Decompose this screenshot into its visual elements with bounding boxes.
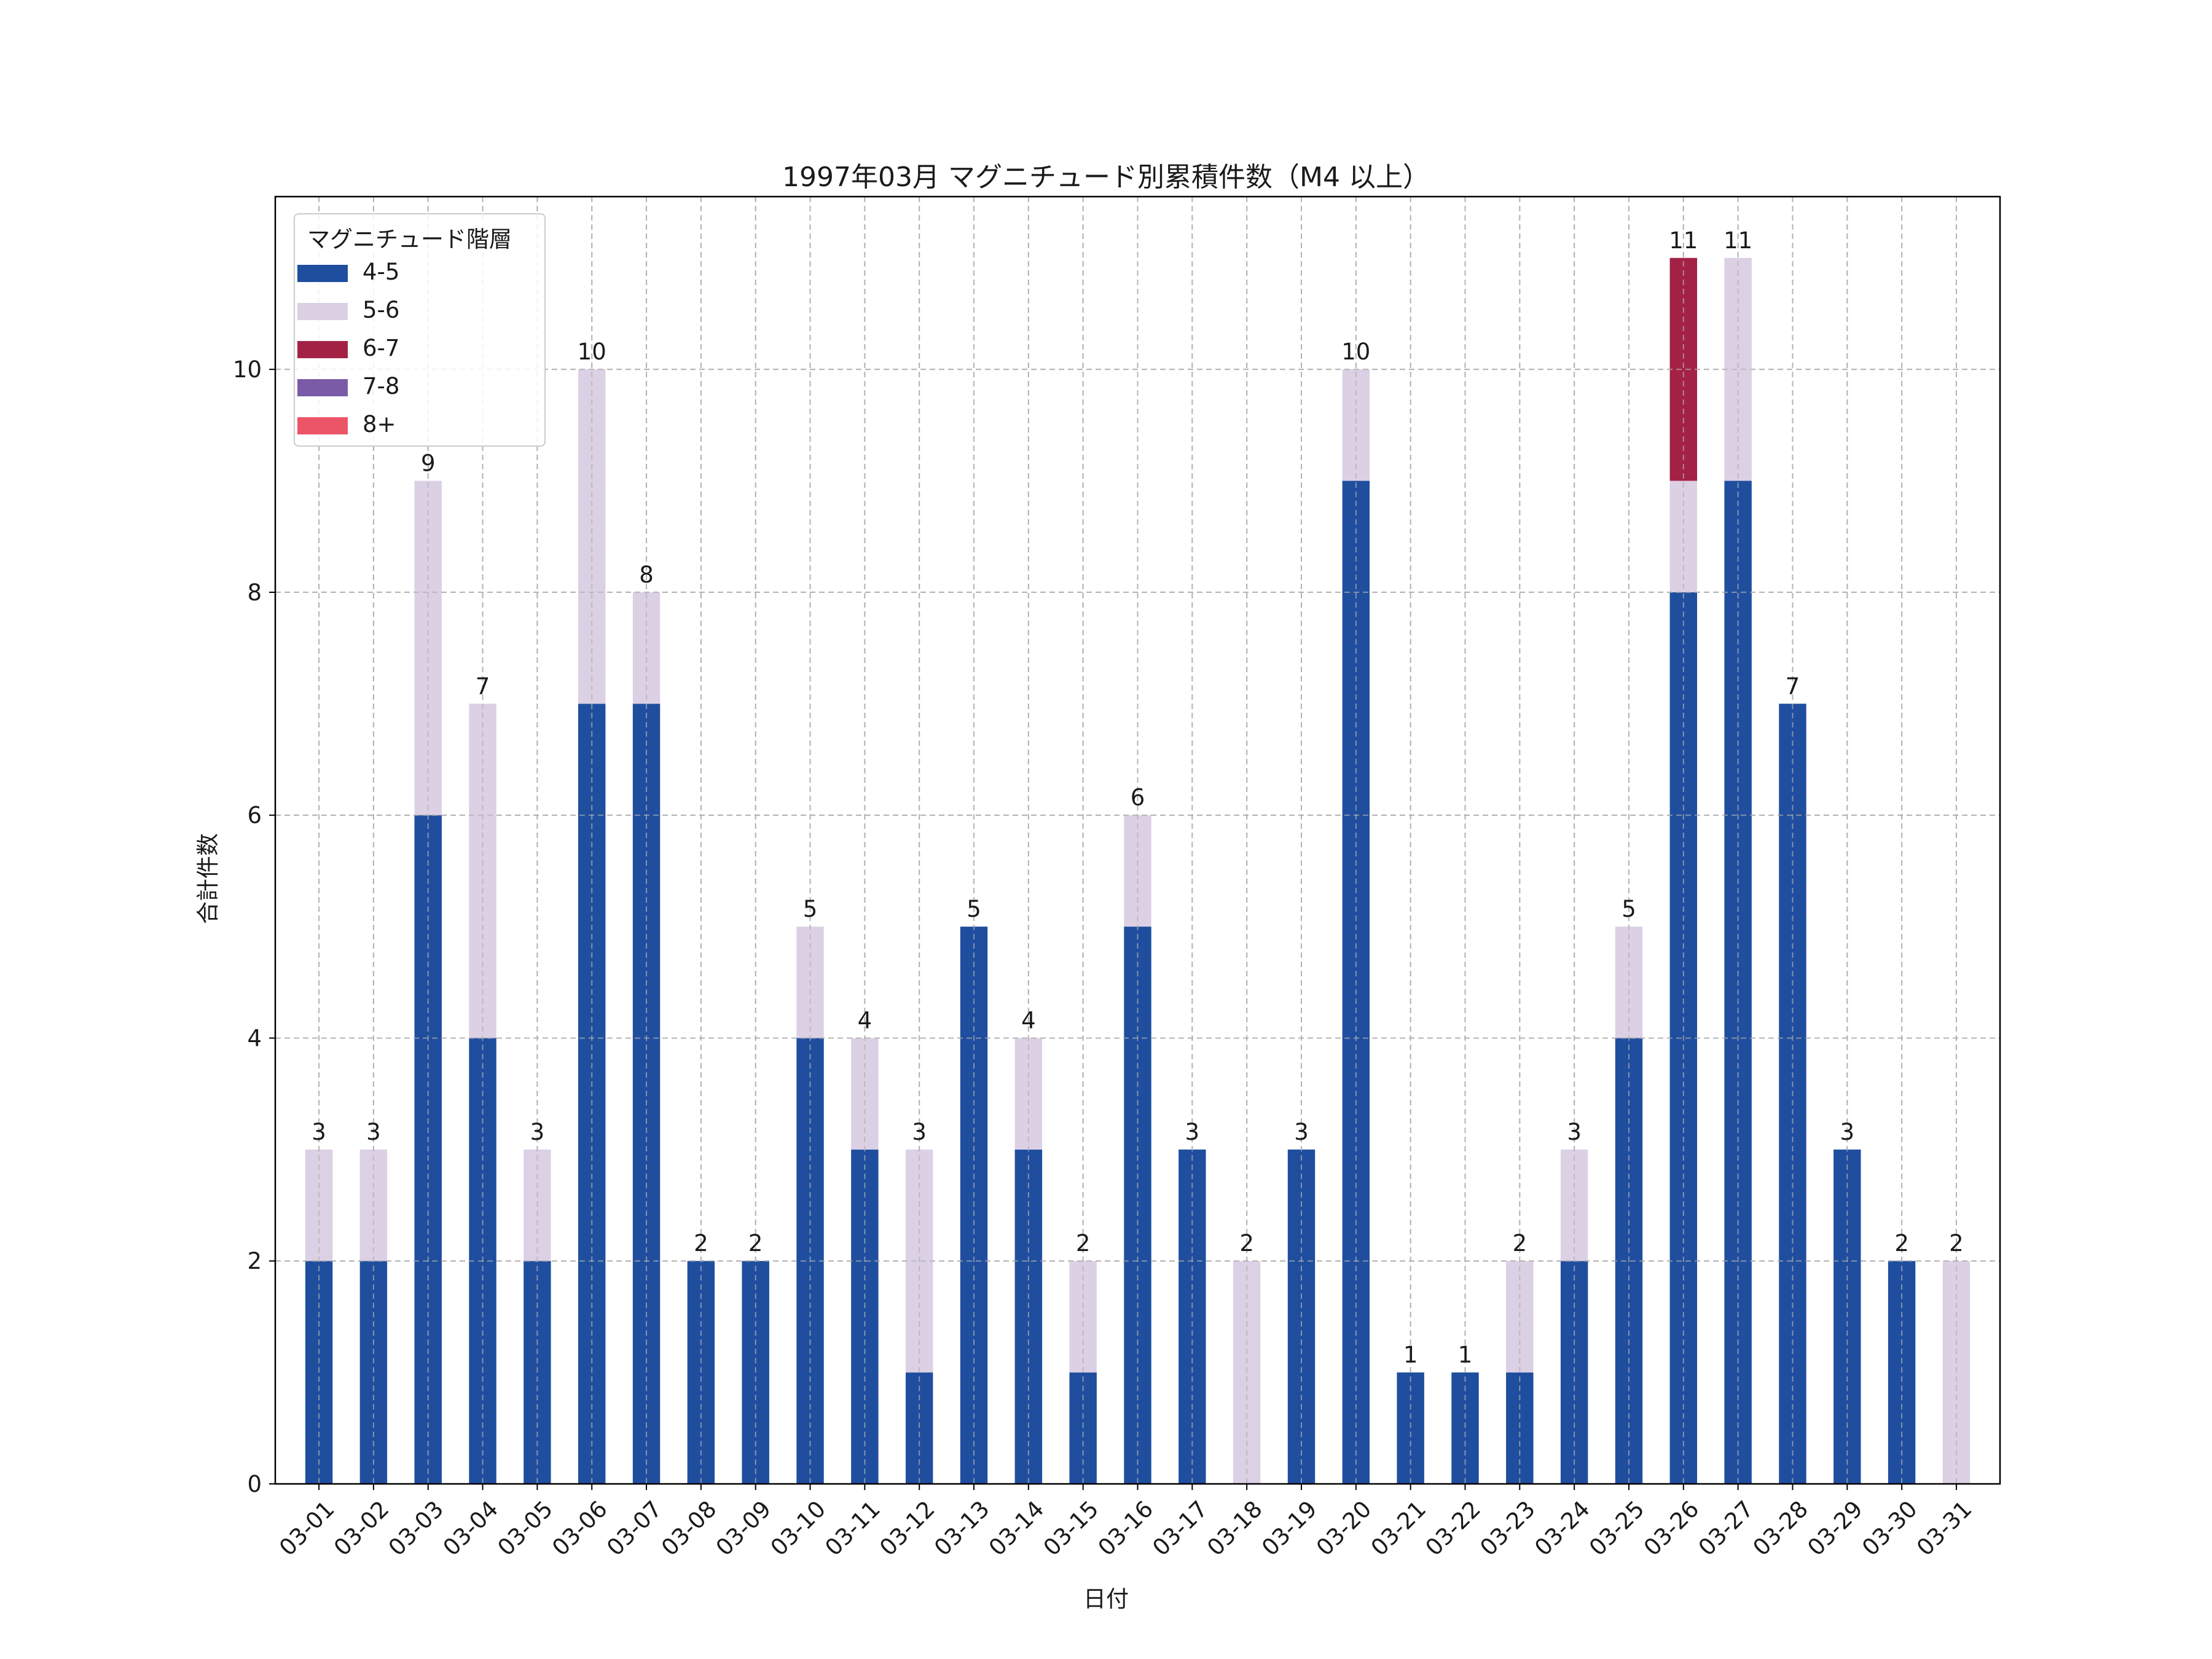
bar-total-label: 10 xyxy=(578,339,606,365)
bar-total-label: 1 xyxy=(1458,1342,1473,1368)
legend-item-5-6: 5-6 xyxy=(297,297,400,324)
legend: マグニチュード階層 4-5 5-6 6-7 7-8 8+ xyxy=(294,213,546,447)
bar-total-label: 4 xyxy=(1021,1007,1036,1033)
x-tick-label: 03-20 xyxy=(1311,1496,1376,1561)
y-tick-label: 0 xyxy=(247,1471,262,1497)
bar-total-label: 2 xyxy=(1513,1230,1528,1257)
bar-total-label: 3 xyxy=(530,1119,545,1145)
x-axis-label: 日付 xyxy=(1083,1586,1129,1612)
x-tick-label: 03-21 xyxy=(1366,1496,1431,1561)
bar-total-label: 10 xyxy=(1341,339,1370,365)
y-tick-label: 8 xyxy=(247,579,262,606)
x-tick-label: 03-13 xyxy=(929,1496,994,1561)
x-tick-label: 03-14 xyxy=(984,1496,1049,1561)
x-tick-label: 03-26 xyxy=(1639,1496,1704,1561)
legend-swatch-4-5 xyxy=(297,265,348,282)
x-tick-label: 03-18 xyxy=(1202,1496,1267,1561)
x-tick-label: 03-15 xyxy=(1038,1496,1104,1561)
bar-total-label: 2 xyxy=(1949,1230,1964,1257)
x-tick-label: 03-08 xyxy=(656,1496,721,1561)
x-tick-label: 03-23 xyxy=(1475,1496,1540,1561)
x-tick-label: 03-11 xyxy=(820,1496,885,1561)
bar-total-label: 3 xyxy=(912,1119,927,1145)
legend-title: マグニチュード階層 xyxy=(307,226,512,253)
bar-total-label: 2 xyxy=(1239,1230,1254,1257)
legend-item-6-7: 6-7 xyxy=(297,335,400,362)
y-tick-label: 6 xyxy=(247,802,262,829)
legend-swatch-5-6 xyxy=(297,303,348,320)
bar-total-label: 1 xyxy=(1403,1342,1418,1368)
bar-total-label: 3 xyxy=(1567,1119,1582,1145)
bar-total-label: 6 xyxy=(1131,785,1145,811)
x-axis-ticks: 03-0103-0203-0303-0403-0503-0603-0703-08… xyxy=(274,1484,1977,1561)
bar-total-label: 11 xyxy=(1669,227,1698,254)
y-axis-label: 合計件数 xyxy=(195,833,221,924)
y-axis-ticks: 0 2 4 6 8 10 xyxy=(233,356,275,1497)
x-tick-label: 03-25 xyxy=(1584,1496,1649,1561)
y-tick-label: 10 xyxy=(233,356,262,383)
legend-label-7-8: 7-8 xyxy=(363,373,400,399)
bar-segment-5-6 xyxy=(1724,257,1752,481)
bar-segment-5-6 xyxy=(1342,369,1370,481)
x-tick-label: 03-06 xyxy=(547,1496,612,1561)
x-tick-label: 03-30 xyxy=(1857,1496,1922,1561)
x-tick-label: 03-24 xyxy=(1529,1496,1594,1561)
legend-swatch-7-8 xyxy=(297,379,348,396)
bar-segment-5-6 xyxy=(1669,480,1697,592)
x-tick-label: 03-29 xyxy=(1802,1496,1867,1561)
x-tick-label: 03-12 xyxy=(874,1496,939,1561)
legend-label-5-6: 5-6 xyxy=(363,297,400,323)
bar-total-label: 2 xyxy=(1076,1230,1091,1257)
x-tick-label: 03-05 xyxy=(493,1496,558,1561)
x-tick-label: 03-31 xyxy=(1912,1496,1977,1561)
bar-total-label: 5 xyxy=(967,896,981,922)
legend-swatch-8-plus xyxy=(297,417,348,434)
x-tick-label: 03-22 xyxy=(1421,1496,1486,1561)
x-tick-label: 03-02 xyxy=(329,1496,394,1561)
y-tick-label: 2 xyxy=(247,1248,262,1274)
chart-title: 1997年03月 マグニチュード別累積件数（M4 以上） xyxy=(782,162,1430,193)
bar-total-label: 5 xyxy=(803,896,818,922)
x-tick-label: 03-16 xyxy=(1093,1496,1158,1561)
x-tick-label: 03-09 xyxy=(711,1496,776,1561)
legend-item-4-5: 4-5 xyxy=(297,259,400,286)
bar-total-label: 9 xyxy=(421,450,436,477)
legend-swatch-6-7 xyxy=(297,341,348,358)
bar-total-label: 3 xyxy=(1294,1119,1309,1145)
bar-total-label: 3 xyxy=(1185,1119,1200,1145)
bar-total-label: 11 xyxy=(1724,227,1752,254)
bar-total-label: 2 xyxy=(694,1230,708,1257)
x-tick-label: 03-03 xyxy=(383,1496,449,1561)
bar-total-label: 3 xyxy=(312,1119,326,1145)
x-tick-label: 03-07 xyxy=(602,1496,667,1561)
legend-item-8-plus: 8+ xyxy=(297,411,396,438)
bar-total-label: 2 xyxy=(748,1230,763,1257)
bar-total-label: 8 xyxy=(639,562,654,588)
x-tick-label: 03-28 xyxy=(1748,1496,1813,1561)
legend-label-6-7: 6-7 xyxy=(363,335,400,361)
bar-total-label: 5 xyxy=(1622,896,1636,922)
bar-total-label: 4 xyxy=(858,1007,873,1033)
x-tick-label: 03-04 xyxy=(438,1496,503,1561)
bar-segment-5-6 xyxy=(578,369,606,704)
legend-item-7-8: 7-8 xyxy=(297,373,400,400)
bar-segment-6-7 xyxy=(1669,257,1697,481)
y-tick-label: 4 xyxy=(247,1025,262,1051)
bar-total-label: 2 xyxy=(1894,1230,1909,1257)
legend-label-8-plus: 8+ xyxy=(363,411,396,437)
x-tick-label: 03-17 xyxy=(1147,1496,1212,1561)
x-tick-label: 03-27 xyxy=(1693,1496,1759,1561)
legend-label-4-5: 4-5 xyxy=(363,259,400,285)
bar-total-label: 3 xyxy=(1840,1119,1855,1145)
bar-total-label: 3 xyxy=(366,1119,381,1145)
bar-total-label: 7 xyxy=(476,673,490,699)
x-tick-label: 03-19 xyxy=(1257,1496,1322,1561)
x-tick-label: 03-01 xyxy=(274,1496,339,1561)
bar-total-label: 7 xyxy=(1786,673,1800,699)
x-tick-label: 03-10 xyxy=(766,1496,831,1561)
